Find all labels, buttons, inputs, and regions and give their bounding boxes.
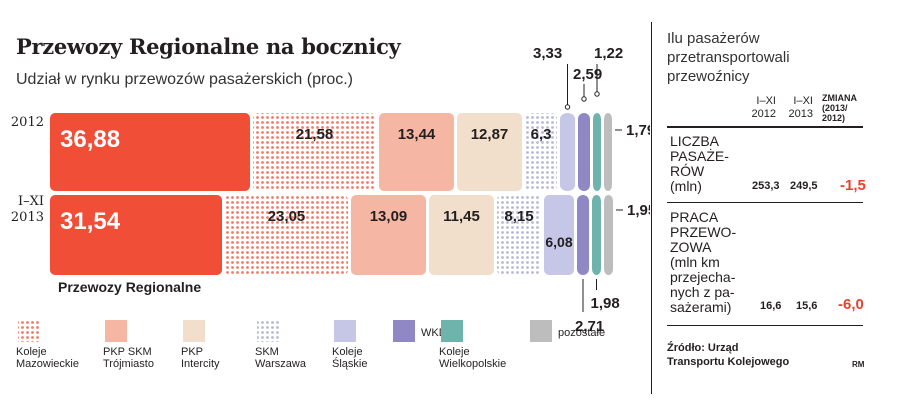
bar-label-4-0: 6,3 (531, 126, 552, 143)
legend-swatch-2 (183, 320, 205, 342)
callout-label-8-1: 1,95 (627, 202, 650, 219)
callout-dot-7-0 (594, 91, 600, 97)
callout-label-6-0: 2,59 (573, 66, 602, 83)
callout-label-5-0: 3,33 (533, 45, 562, 62)
source-note: Źródło: Urząd Transportu Kolejowego (667, 342, 790, 368)
bar-label-0-0: 36,88 (60, 126, 120, 153)
chart-subtitle: Udział w rynku przewozów pasażerskich (p… (16, 71, 353, 88)
metric-transport-work: PRACA PRZEWO- ZOWA (mln km przejecha- ny… (670, 209, 737, 315)
bar-0-0 (50, 113, 250, 191)
passengers-2012: 253,3 (752, 180, 780, 192)
bar-4-1 (497, 195, 541, 275)
callout-label-6-1: 2,71 (575, 318, 604, 335)
side-table-title: Ilu pasażerów przetransportowali przewoź… (667, 30, 790, 85)
legend-label-3: SKM Warszawa (255, 346, 307, 370)
table-bottom-rule (667, 325, 863, 326)
col-header-change: ZMIANA (2013/ 2012) (822, 93, 857, 123)
bar-3-0 (457, 113, 522, 191)
bar-6-0 (578, 113, 590, 191)
callout-dot-6-0 (581, 96, 587, 102)
legend-swatch-0 (18, 320, 40, 342)
bar-8-0 (604, 113, 612, 191)
legend-label-2: PKP Intercity (181, 346, 220, 370)
bar-label-1-0: 21,58 (296, 126, 334, 143)
legend-label-1: PKP SKM Trójmiasto (103, 346, 154, 370)
bar-label-3-0: 12,87 (471, 126, 509, 143)
callout-dot-5-0 (564, 104, 571, 110)
legend-swatch-6 (441, 320, 463, 342)
legend-swatch-5 (393, 320, 415, 342)
callout-label-7-0: 1,22 (594, 45, 623, 62)
legend-swatch-1 (105, 320, 127, 342)
row-label-2013: I–XI 2013 (10, 194, 44, 225)
bar-label-2-0: 13,44 (398, 126, 436, 143)
legend-swatch-7 (530, 320, 552, 342)
bar-label-5-1: 6,08 (545, 234, 572, 250)
bar-6-1 (577, 195, 589, 275)
credit: RM (852, 360, 865, 369)
vertical-divider (651, 22, 652, 394)
passengers-2013: 249,5 (790, 180, 818, 192)
stacked-bar-chart: 36,88 21,58 13,44 12,87 6,3 31,54 23,05 13,09 11… (16, 45, 650, 370)
work-2012: 16,6 (760, 300, 782, 312)
bar-3-1 (429, 195, 494, 275)
legend-label-7: pozostałe (558, 327, 605, 339)
bar-caption: Przewozy Regionalne (58, 279, 201, 295)
bar-1-0 (253, 113, 376, 191)
callout-label-7-1: 1,98 (591, 295, 620, 312)
legend-swatch-4 (334, 320, 356, 342)
row-label-2012: 2012 (10, 115, 44, 130)
table-rule (667, 126, 863, 128)
legend-label-6: Koleje Wielkopolskie (439, 346, 506, 370)
table-row-divider (667, 202, 863, 203)
bar-4-0 (525, 113, 557, 191)
metric-passengers: LICZBA PASAŻE- RÓW (mln) (670, 133, 729, 194)
passengers-change: -1,5 (840, 177, 866, 194)
bar-label-3-1: 11,45 (443, 208, 480, 225)
legend-swatch-3 (257, 320, 279, 342)
bar-label-0-1: 31,54 (60, 208, 121, 235)
legend-label-5: WKD (421, 327, 447, 339)
bar-2-0 (379, 113, 454, 191)
chart-title: Przewozy Regionalne na bocznicy (16, 34, 401, 59)
bar-5-0 (560, 113, 575, 191)
work-2013: 15,6 (796, 300, 818, 312)
bar-0-1 (50, 195, 222, 275)
bar-8-1 (604, 195, 613, 275)
legend-label-4: Koleje Śląskie (332, 346, 367, 370)
legend-label-0: Koleje Mazowieckie (16, 346, 79, 370)
bar-label-2-1: 13,09 (370, 208, 408, 225)
bar-7-0 (593, 113, 601, 191)
bar-2-1 (351, 195, 426, 275)
bar-label-1-1: 23,05 (268, 208, 306, 225)
bar-5-1 (544, 195, 574, 275)
col-header-2012: I–XI 2012 (751, 95, 776, 120)
bar-7-1 (592, 195, 601, 275)
callout-label-8-0: 1,79 (626, 122, 650, 139)
bar-label-4-1: 8,15 (504, 208, 533, 225)
bar-1-1 (225, 195, 348, 275)
work-change: -6,0 (838, 296, 864, 313)
col-header-2013: I–XI 2013 (788, 95, 813, 120)
